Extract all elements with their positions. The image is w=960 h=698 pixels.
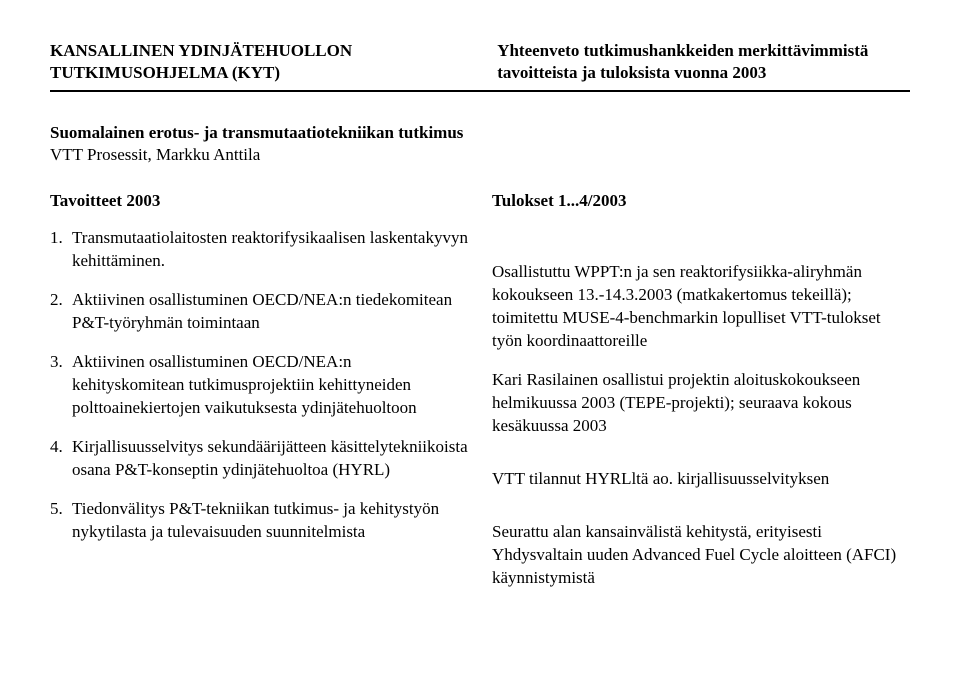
header-left-line1: KANSALLINEN YDINJÄTEHUOLLON — [50, 40, 463, 62]
left-item: 1. Transmutaatiolaitosten reaktorifysika… — [50, 227, 468, 273]
right-heading: Tulokset 1...4/2003 — [492, 190, 910, 213]
left-item: 4. Kirjallisuusselvitys sekundäärijättee… — [50, 436, 468, 482]
header-right: Yhteenveto tutkimushankkeiden merkittävi… — [497, 40, 910, 84]
item-text: Aktiivinen osallistuminen OECD/NEA:n keh… — [72, 351, 468, 420]
subtitle-main: Suomalainen erotus- ja transmutaatiotekn… — [50, 122, 910, 144]
right-column: Tulokset 1...4/2003 Osallistuttu WPPT:n … — [492, 190, 910, 605]
item-text: Aktiivinen osallistuminen OECD/NEA:n tie… — [72, 289, 468, 335]
item-number: 4. — [50, 436, 72, 482]
right-block: VTT tilannut HYRLltä ao. kirjallisuussel… — [492, 468, 910, 491]
right-block: Osallistuttu WPPT:n ja sen reaktorifysii… — [492, 261, 910, 353]
header-divider — [50, 90, 910, 92]
item-text: Tiedonvälitys P&T-tekniikan tutkimus- ja… — [72, 498, 468, 544]
subtitle-block: Suomalainen erotus- ja transmutaatiotekn… — [50, 122, 910, 166]
item-text: Transmutaatiolaitosten reaktorifysikaali… — [72, 227, 468, 273]
item-number: 1. — [50, 227, 72, 273]
content-columns: Tavoitteet 2003 1. Transmutaatiolaitoste… — [50, 190, 910, 605]
header-right-line1: Yhteenveto tutkimushankkeiden merkittävi… — [497, 40, 910, 62]
header-left: KANSALLINEN YDINJÄTEHUOLLON TUTKIMUSOHJE… — [50, 40, 463, 84]
left-item: 5. Tiedonvälitys P&T-tekniikan tutkimus-… — [50, 498, 468, 544]
subtitle-sub: VTT Prosessit, Markku Anttila — [50, 144, 910, 166]
right-block: Seurattu alan kansainvälistä kehitystä, … — [492, 521, 910, 590]
left-heading: Tavoitteet 2003 — [50, 190, 468, 213]
item-number: 2. — [50, 289, 72, 335]
item-number: 3. — [50, 351, 72, 420]
item-number: 5. — [50, 498, 72, 544]
right-spacer — [492, 227, 910, 261]
left-item: 2. Aktiivinen osallistuminen OECD/NEA:n … — [50, 289, 468, 335]
left-item: 3. Aktiivinen osallistuminen OECD/NEA:n … — [50, 351, 468, 420]
right-block: Kari Rasilainen osallistui projektin alo… — [492, 369, 910, 438]
header-right-line2: tavoitteista ja tuloksista vuonna 2003 — [497, 62, 910, 84]
left-column: Tavoitteet 2003 1. Transmutaatiolaitoste… — [50, 190, 468, 605]
page-header: KANSALLINEN YDINJÄTEHUOLLON TUTKIMUSOHJE… — [50, 40, 910, 84]
header-left-line2: TUTKIMUSOHJELMA (KYT) — [50, 62, 463, 84]
item-text: Kirjallisuusselvitys sekundäärijätteen k… — [72, 436, 468, 482]
